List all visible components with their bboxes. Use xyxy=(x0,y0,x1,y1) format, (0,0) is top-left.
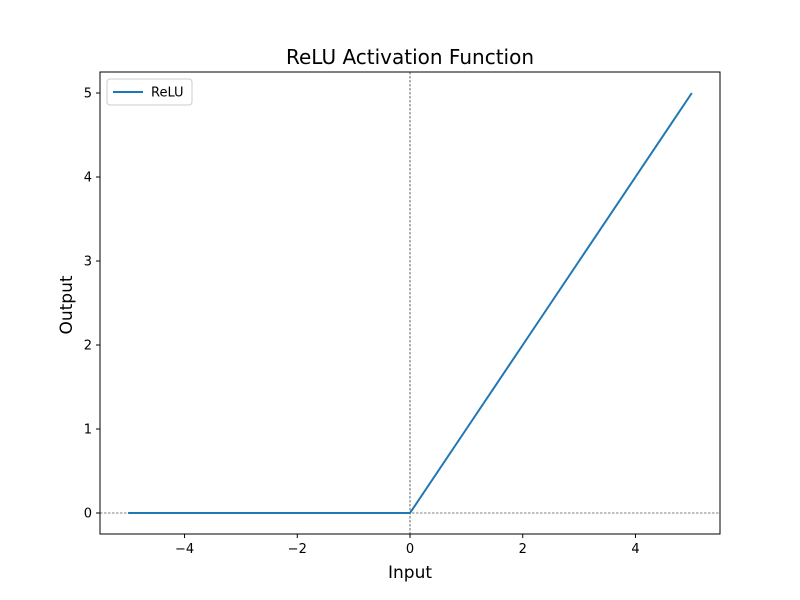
chart-title: ReLU Activation Function xyxy=(286,45,534,69)
x-tick-label: 0 xyxy=(406,542,414,557)
y-tick-label: 1 xyxy=(84,423,92,438)
x-axis-label: Input xyxy=(388,563,432,583)
y-tick-label: 5 xyxy=(84,87,92,102)
y-tick-label: 2 xyxy=(84,339,92,354)
series-line-relu xyxy=(128,92,693,514)
legend-label-relu: ReLU xyxy=(151,86,184,101)
x-tick-label: 2 xyxy=(519,542,527,557)
y-axis-label: Output xyxy=(57,275,77,334)
y-tick-label: 4 xyxy=(84,171,92,186)
x-tick-label: 4 xyxy=(631,542,639,557)
legend-box xyxy=(106,78,193,106)
y-tick-label: 0 xyxy=(84,507,92,522)
x-tick-label: −4 xyxy=(175,542,194,557)
y-tick-label: 3 xyxy=(84,255,92,270)
x-tick-label: −2 xyxy=(288,542,307,557)
plot-area: −4 −2 0 2 4 0 1 2 3 4 5 ReLU xyxy=(84,71,721,557)
